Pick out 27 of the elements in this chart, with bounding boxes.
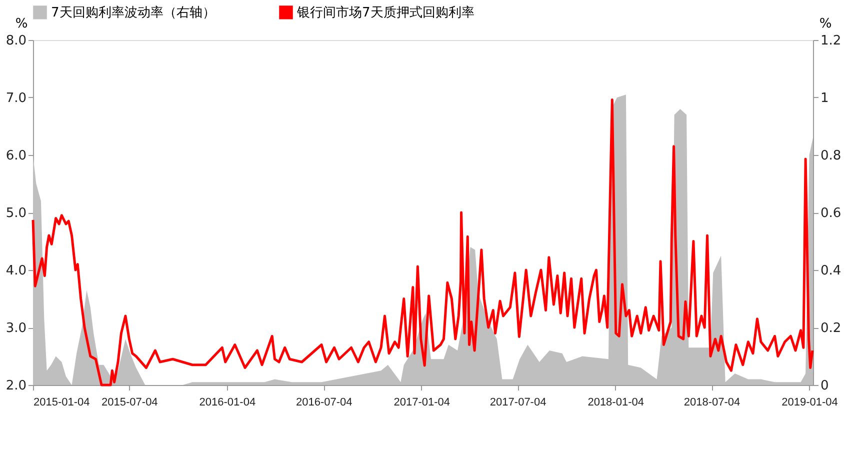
x-tick-label: 2016-01-04 — [199, 396, 256, 408]
y2-tick-label: 0.8 — [820, 148, 842, 164]
x-tick-label: 2016-07-04 — [296, 396, 352, 408]
y-tick-label: 6.0 — [6, 148, 26, 164]
y2-tick-label: 1 — [820, 91, 829, 106]
x-tick-label: 2018-07-04 — [684, 396, 740, 408]
y-tick-label: 7.0 — [6, 91, 26, 106]
y2-tick-label: 0.4 — [820, 264, 842, 278]
y2-tick-label: 1.2 — [820, 34, 842, 48]
y-tick-label: 4.0 — [6, 264, 26, 278]
y2-tick-label: 0 — [820, 378, 829, 394]
y-tick-label: 8.0 — [6, 34, 26, 48]
y-tick-label: 5.0 — [6, 206, 26, 221]
legend-label: 7天回购利率波动率（右轴） — [51, 4, 216, 20]
y-tick-label: 2.0 — [6, 378, 26, 394]
y-axis-title: % — [15, 16, 28, 32]
x-tick-label: 2018-01-04 — [588, 396, 644, 408]
x-tick-label: 2019-01-04 — [782, 396, 838, 408]
x-tick-label: 2017-01-04 — [394, 396, 450, 408]
y-tick-label: 3.0 — [6, 321, 26, 336]
legend-label: 银行间市场7天质押式回购利率 — [296, 4, 474, 20]
x-tick-label: 2017-07-04 — [490, 396, 546, 408]
y2-tick-label: 0.6 — [820, 206, 842, 221]
y2-axis-title: % — [819, 16, 832, 32]
y2-tick-label: 0.2 — [820, 321, 842, 336]
x-tick-label: 2015-07-04 — [102, 396, 158, 408]
x-tick-label: 2015-01-04 — [34, 396, 90, 408]
